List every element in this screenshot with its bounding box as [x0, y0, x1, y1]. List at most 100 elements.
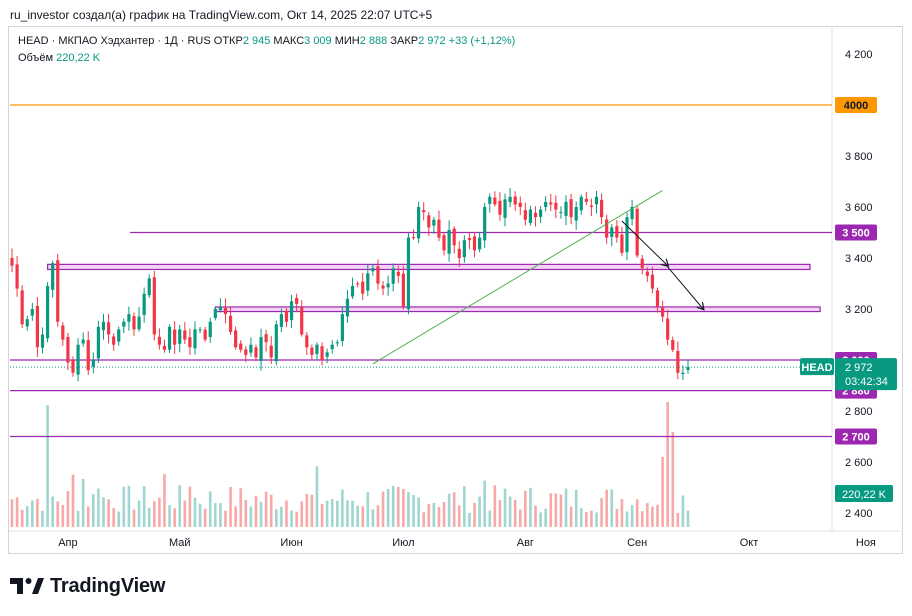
volume-bar [534, 505, 537, 527]
candle-body [264, 334, 268, 343]
volume-bar [219, 503, 222, 527]
candle-body [244, 349, 248, 355]
candle-body [300, 307, 304, 335]
candle-body [259, 337, 263, 361]
volume-bar [559, 494, 563, 527]
candle-body [269, 345, 273, 358]
volume-bar [346, 500, 349, 527]
candle-body [594, 196, 599, 205]
candle-body [371, 268, 375, 272]
volume-bar [300, 501, 304, 527]
candle-body [427, 215, 431, 228]
y-tick-label: 4 200 [845, 49, 873, 61]
close-value: 2 972 [418, 35, 446, 47]
volume-bar [676, 512, 680, 527]
volume-bar [36, 498, 39, 527]
candle-body [228, 315, 233, 332]
candle-body [162, 345, 167, 350]
candle-body [193, 329, 197, 349]
volume-bar [244, 499, 248, 527]
candle-body [45, 286, 50, 339]
x-tick-label: Май [169, 537, 191, 549]
volume-bar [305, 493, 309, 527]
volume-bar [615, 508, 619, 527]
y-tick-label: 2 600 [845, 457, 873, 469]
candle-body [589, 205, 594, 207]
candle-body [569, 199, 573, 218]
y-tick-label: 3 200 [845, 304, 873, 316]
candle-body [666, 318, 670, 340]
candle-body [325, 352, 329, 357]
volume-bar [97, 488, 100, 527]
candle-body [361, 281, 365, 294]
volume-bar [127, 485, 131, 527]
volume-bar [239, 488, 243, 527]
candle-body [376, 266, 380, 284]
volume-bar [412, 495, 415, 527]
volume-bar [275, 509, 278, 527]
x-tick-label: Сен [627, 537, 647, 549]
candle-body [671, 339, 675, 350]
volume-bar [25, 506, 29, 527]
candle-body [198, 329, 202, 331]
chart-credit: ru_investor создал(а) график на TradingV… [10, 8, 433, 22]
candle-body [503, 199, 507, 218]
candle-body [533, 212, 538, 218]
candle-body [188, 337, 192, 348]
y-tick-label: 3 800 [845, 151, 873, 163]
volume-bar [46, 405, 49, 527]
candle-body [422, 210, 426, 213]
volume-bar [579, 508, 583, 527]
candle-body [447, 229, 451, 254]
candle-body [249, 344, 253, 353]
candle-body [203, 329, 207, 340]
candle-body [366, 273, 370, 291]
candle-body [411, 237, 416, 239]
volume-bar [280, 506, 283, 527]
volume-bar [269, 494, 273, 527]
volume-bar [188, 486, 192, 527]
volume-bar [132, 509, 136, 527]
x-tick-label: Ноя [856, 537, 876, 549]
candle-body [289, 301, 294, 321]
volume-bar [376, 505, 380, 527]
volume-bar [498, 500, 502, 527]
volume-bar [661, 457, 664, 527]
volume-bar [488, 510, 492, 527]
candle-body [442, 235, 446, 251]
candle-body [605, 219, 609, 238]
candle-body [554, 202, 558, 210]
candle-body [655, 290, 660, 307]
candle-body [544, 201, 548, 207]
candle-body [401, 273, 405, 307]
volume-bar [341, 489, 344, 527]
level-price-label: 3 500 [842, 228, 870, 240]
candle-body [86, 340, 90, 371]
candle-body [498, 200, 502, 215]
candle-body [91, 360, 95, 367]
level-price-label: 4000 [844, 100, 868, 112]
volume-bar [457, 505, 461, 527]
candle-body [356, 283, 360, 285]
candle-body [564, 201, 568, 216]
candle-body [218, 306, 222, 311]
volume-bar [651, 506, 654, 527]
candle-body [20, 290, 24, 325]
volume-bar [569, 506, 573, 527]
candle-body [345, 298, 350, 317]
tradingview-logo[interactable]: TradingView [10, 574, 165, 598]
projection-arrow [621, 220, 668, 266]
volume-bar [381, 491, 385, 527]
candle-body [584, 198, 588, 202]
bar-countdown-label: 03:42:34 [845, 376, 888, 388]
volume-bar [193, 497, 197, 527]
candle-body [630, 207, 634, 220]
volume-bar [31, 500, 34, 527]
candle-body [106, 322, 111, 335]
volume-bar [442, 501, 446, 527]
volume-bar [168, 505, 171, 527]
volume-value: 220,22 K [56, 52, 101, 64]
candle-body [320, 346, 324, 360]
volume-bar [620, 499, 624, 527]
